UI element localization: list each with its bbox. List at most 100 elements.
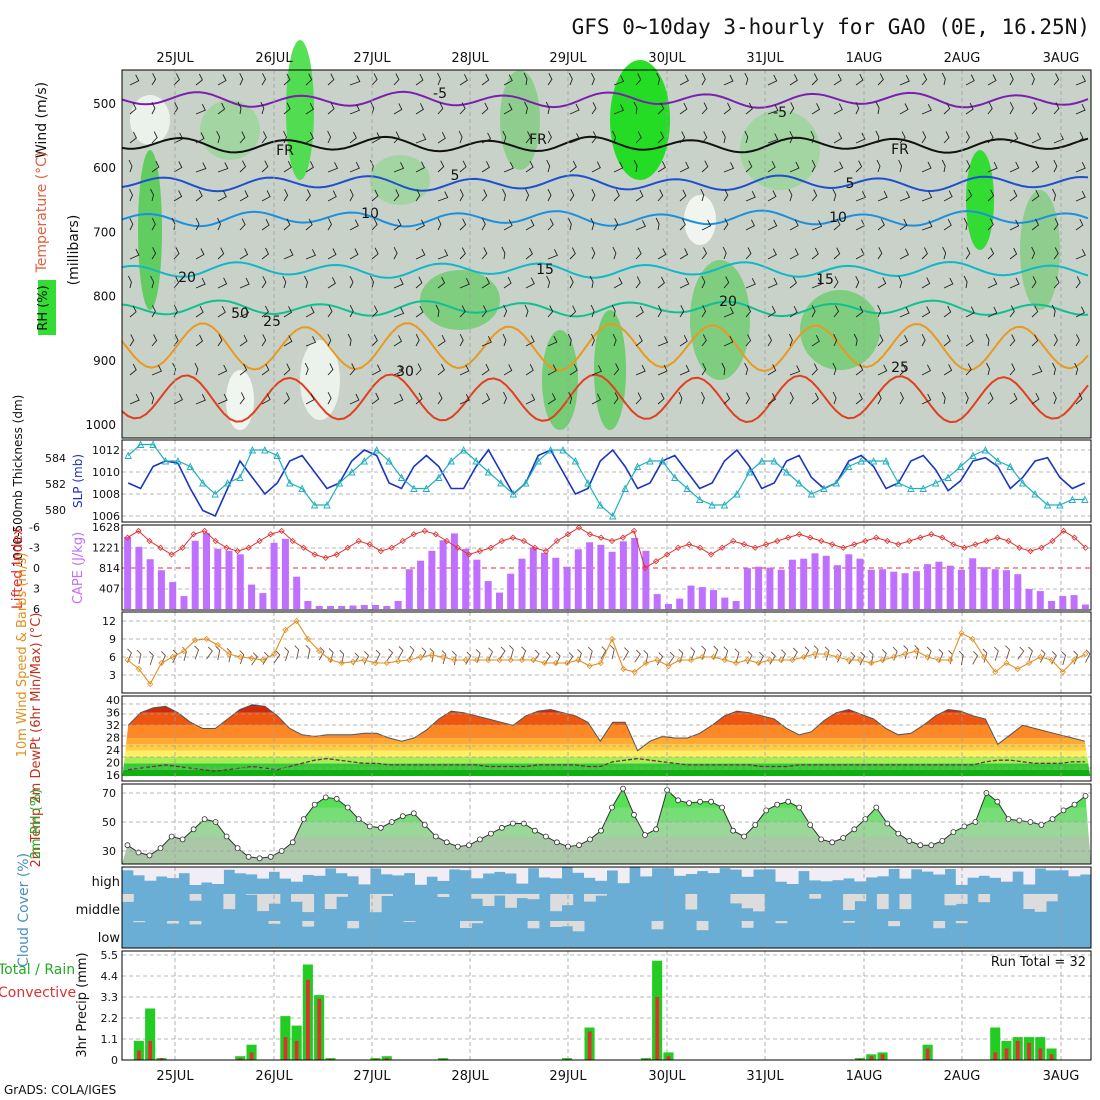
wind-barb-302	[965, 247, 971, 260]
rh-point-9	[223, 833, 230, 840]
cloud-gap-1-81	[1034, 894, 1047, 912]
wind-barb-215	[987, 189, 995, 202]
cloud-gap-0-57	[764, 867, 776, 870]
cloud-gap-1-39	[561, 894, 574, 906]
lifted-index-point-58	[763, 541, 770, 548]
lifted-index-line	[127, 526, 1086, 569]
wind-barb-296	[833, 247, 841, 260]
lifted-index-point-67	[862, 537, 869, 545]
thickness-point-29	[484, 467, 493, 476]
wind-barb-34	[877, 73, 884, 86]
precip-conv-bar-11	[249, 1052, 254, 1060]
cloud-gap-1-19	[336, 894, 348, 897]
slp-tick-3: 1006	[92, 510, 120, 523]
wind-tick-3: 3	[109, 669, 116, 682]
wind-speed-point-67	[879, 656, 886, 664]
wind-barb-261	[1031, 218, 1040, 231]
lifted-index-point-47	[641, 564, 649, 572]
wind-barb-276	[393, 246, 398, 260]
wind-speed-point-17	[316, 647, 323, 655]
precip-conv-bar-15	[294, 1040, 299, 1060]
precip-conv-bar-14	[283, 1037, 288, 1060]
wind10-barb-22	[375, 649, 381, 664]
wind-barb-150	[525, 160, 534, 173]
wind-barb-87	[1075, 103, 1086, 115]
wind-barb-94	[261, 131, 267, 144]
cape-tick-1: 1221	[92, 542, 120, 555]
wind-speed-point-15	[293, 617, 300, 625]
wind-barb-17	[503, 74, 513, 86]
wind-barb-308	[127, 275, 132, 289]
wind-barb-249	[767, 219, 778, 231]
top-date-tick-0: 25JUL	[156, 51, 194, 66]
wind-barb-260	[1009, 219, 1020, 231]
wind-barb-448	[304, 362, 309, 376]
wind10-barb-27	[429, 648, 435, 663]
wind-barb-47	[195, 103, 206, 115]
upper-frame	[121, 69, 1092, 439]
precip-conv-bar-47	[655, 997, 660, 1060]
wind-barb-327	[546, 275, 551, 289]
lifted-index-point-12	[256, 537, 263, 545]
wind-barb-97	[327, 130, 332, 144]
cloud-gap-0-27	[426, 867, 438, 877]
cape-frame	[121, 524, 1092, 611]
wind-barb-523	[987, 392, 994, 405]
thickness-point-24	[422, 484, 431, 492]
wind-speed-point-6	[192, 637, 199, 644]
cape-bar-81	[1036, 591, 1044, 609]
wind-barb-478	[965, 363, 972, 376]
wind-barb-30	[789, 74, 798, 86]
wind-barb-259	[987, 218, 994, 231]
cloud-gap-2-13	[268, 921, 281, 924]
wind-speed-point-61	[811, 650, 819, 658]
cape-bar-28	[439, 540, 447, 609]
cape-bar-2	[146, 559, 154, 609]
wind-speed-point-5	[180, 647, 188, 655]
lifted-index-point-85	[1060, 527, 1067, 534]
wind-speed-point-69	[902, 650, 909, 658]
lifted-index-point-86	[1071, 534, 1078, 541]
cloud-gap-0-67	[876, 867, 889, 877]
wind-barb-427	[811, 334, 820, 347]
cloud-gap-1-35	[516, 894, 529, 899]
wind-barb-519	[899, 391, 904, 405]
lifted-index-point-87	[1082, 544, 1089, 551]
pressure-tick-3: 800	[93, 290, 116, 304]
wind-barb-219	[1075, 190, 1086, 202]
wind-speed-point-11	[248, 655, 255, 662]
wind-barb-500	[481, 393, 491, 405]
precip-conv-bar-3	[159, 1058, 164, 1060]
wind-barb-456	[481, 363, 490, 376]
cape-bar-59	[788, 559, 796, 609]
wind-speed-point-66	[868, 659, 875, 667]
wind-barb-180	[217, 190, 227, 202]
thickness-point-14	[298, 484, 306, 492]
wind-speed-point-65	[856, 656, 864, 664]
rh-point-33	[487, 830, 494, 837]
lifted-index-point-7	[201, 527, 208, 534]
wind-barb-412	[481, 335, 492, 347]
lifted-index-point-80	[1005, 537, 1012, 545]
thickness-point-17	[335, 478, 344, 487]
wind-barb-228	[305, 218, 313, 231]
cloud-gap-2-16	[302, 921, 315, 927]
wind-barb-33	[855, 73, 864, 86]
cloud-row-label-2: low	[98, 931, 121, 946]
wind10-axis-label: 10m Wind Speed & Barbs (m/s)	[15, 553, 30, 758]
rh-tick-1: 50	[102, 816, 116, 829]
cloud-gap-2-20	[347, 921, 360, 929]
wind-barb-164	[833, 161, 844, 173]
wind-speed-point-62	[823, 650, 830, 658]
cape-bar-0	[124, 536, 132, 609]
wind-barb-174	[1053, 159, 1058, 173]
thickness-point-50	[745, 467, 754, 476]
wind10-barb-35	[521, 646, 527, 661]
wind-barb-397	[151, 334, 158, 347]
wind-barb-475	[899, 363, 907, 376]
cape-bar-12	[259, 593, 267, 609]
wind-barb-245	[679, 218, 686, 231]
wind-barb-161	[767, 160, 776, 173]
wind-barb-512	[745, 392, 751, 405]
wind-barb-184	[305, 189, 311, 202]
